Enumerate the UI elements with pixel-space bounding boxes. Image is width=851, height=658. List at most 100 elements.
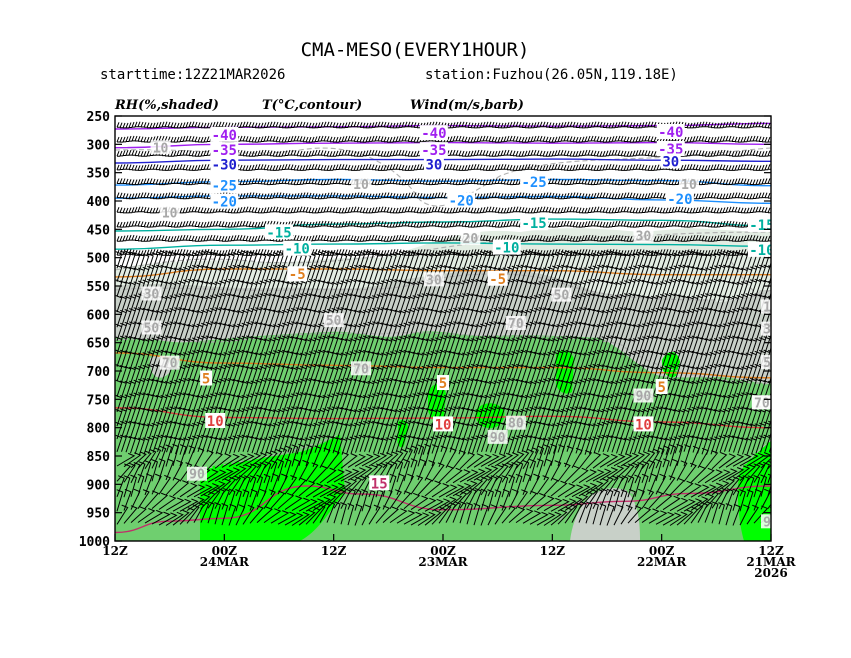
temp-label-bg-16 bbox=[747, 216, 771, 232]
temp-label-10: -25 bbox=[521, 175, 546, 191]
wind-barbs bbox=[115, 121, 771, 526]
x-tick-label-0-0: 12Z bbox=[102, 544, 128, 558]
rh-label-15: 70 bbox=[162, 357, 178, 372]
rh-label-bg-6 bbox=[460, 230, 481, 245]
rh-label-bg-13 bbox=[551, 287, 572, 302]
wind-barb-row-945 bbox=[116, 488, 771, 512]
temp-label-20: -5 bbox=[289, 267, 306, 283]
rh-label-11: 50 bbox=[144, 322, 160, 337]
y-tick-label-800: 800 bbox=[87, 422, 111, 437]
rh-label-bg-12 bbox=[323, 313, 344, 328]
temp-label-bg-13 bbox=[665, 190, 694, 206]
rh-label-17: 70 bbox=[508, 317, 524, 332]
temp-label-bg-4 bbox=[419, 142, 448, 158]
temp-label-8: 30 bbox=[662, 154, 679, 170]
temp-label-23: 5 bbox=[439, 376, 447, 392]
field-label-temperature: T(°C,contour) bbox=[262, 98, 362, 113]
temp-label-bg-14 bbox=[265, 224, 293, 240]
x-tick-label-1-1: 24MAR bbox=[200, 555, 250, 569]
rh-label-13: 50 bbox=[554, 289, 570, 304]
temp-contour--10-6 bbox=[115, 242, 771, 250]
temp-label-bg-18 bbox=[492, 239, 521, 255]
temperature-labels: -40 -40 -40-35 -35 -35-30 30 30-25 -25-20 -20 -20… bbox=[200, 124, 774, 492]
y-tick-label-1000: 1000 bbox=[79, 535, 110, 550]
chart-subtitle-left: starttime:12Z21MAR2026 bbox=[100, 67, 285, 83]
wind-barb-row-545 bbox=[115, 264, 771, 285]
y-tick-label-650: 650 bbox=[87, 337, 111, 352]
wind-barb-row-920 bbox=[116, 473, 771, 498]
temp-label-bg-8 bbox=[660, 153, 681, 169]
rh-label-bg-15 bbox=[159, 355, 180, 370]
temp-label-bg-15 bbox=[520, 215, 549, 231]
temp-label-bg-0 bbox=[210, 126, 239, 142]
y-tick-label-950: 950 bbox=[87, 507, 111, 522]
y-tick-label-700: 700 bbox=[87, 365, 111, 380]
temp-label-bg-19 bbox=[747, 241, 771, 257]
wind-barb-row-745 bbox=[115, 377, 771, 399]
rh-label-19: 80 bbox=[508, 417, 524, 432]
temp-label-bg-11 bbox=[210, 193, 239, 209]
temp-label-27: 10 bbox=[635, 417, 652, 433]
temp-label-3: -35 bbox=[212, 143, 237, 159]
wind-barb-row-870 bbox=[116, 443, 771, 470]
rh-label-7: 30 bbox=[636, 230, 652, 245]
temp-label-bg-24 bbox=[655, 379, 668, 394]
rh-label-23: 90 bbox=[763, 515, 779, 530]
rh-label-0: 10 bbox=[153, 141, 169, 156]
x-tick-label-4-0: 12Z bbox=[540, 544, 566, 558]
rh-label-bg-21 bbox=[187, 466, 207, 481]
temp-label-1: -40 bbox=[421, 126, 446, 142]
temp-label-24: 5 bbox=[657, 380, 665, 396]
wind-barb-row-845 bbox=[115, 434, 771, 455]
x-tick-label-3-1: 23MAR bbox=[418, 555, 468, 569]
x-tick-label-2-0: 12Z bbox=[321, 544, 347, 558]
rh-label-bg-14 bbox=[761, 355, 771, 370]
rh-label-bg-7 bbox=[633, 228, 654, 243]
wind-barb-row-320 bbox=[116, 149, 771, 157]
wind-barb-row-820 bbox=[115, 420, 771, 441]
rh-label-10: 30 bbox=[763, 323, 779, 338]
temp-label-bg-26 bbox=[433, 416, 453, 432]
temp-label-16: -15 bbox=[749, 218, 774, 234]
plot-area: 10 10 10 10 10 10 20 30 30 30 30 50 50 50 50 70 70 70 70 80… bbox=[115, 116, 779, 541]
y-tick-label-300: 300 bbox=[87, 138, 111, 153]
y-tick-label-900: 900 bbox=[87, 478, 111, 493]
rh-label-20: 90 bbox=[490, 431, 506, 446]
rh-label-bg-17 bbox=[505, 315, 526, 330]
rh-label-9: 30 bbox=[426, 273, 442, 288]
y-tick-label-250: 250 bbox=[87, 110, 111, 125]
rh-label-6: 20 bbox=[463, 232, 479, 247]
temp-label-11: -20 bbox=[212, 195, 237, 211]
temp-label-2: -40 bbox=[658, 125, 683, 141]
x-tick-label-5-1: 22MAR bbox=[637, 555, 687, 569]
wind-barb-row-620 bbox=[115, 307, 771, 328]
wind-barb-row-295 bbox=[116, 135, 771, 143]
rh-label-bg-3 bbox=[159, 205, 180, 220]
field-label-wind: Wind(m/s,barb) bbox=[410, 98, 524, 113]
wind-barb-row-395 bbox=[116, 192, 771, 200]
rh-label-18: 70 bbox=[754, 396, 770, 411]
rh-region-gt90-c bbox=[556, 350, 574, 394]
rh-label-1: 10 bbox=[353, 178, 369, 193]
temp-label-bg-17 bbox=[283, 240, 312, 256]
temp-label-13: -20 bbox=[667, 192, 692, 208]
rh-label-bg-4 bbox=[761, 299, 771, 314]
rh-label-bg-16 bbox=[351, 361, 371, 376]
temp-label-bg-6 bbox=[210, 156, 239, 172]
temp-label-bg-28 bbox=[369, 475, 390, 491]
temp-label-bg-2 bbox=[656, 124, 685, 139]
rh-label-bg-10 bbox=[761, 321, 771, 336]
temp-label-21: -5 bbox=[489, 272, 506, 288]
temp-label-bg-20 bbox=[287, 266, 308, 282]
wind-barb-row-795 bbox=[115, 406, 771, 427]
wind-barb-row-520 bbox=[115, 250, 771, 271]
wind-barb-row-770 bbox=[115, 392, 771, 413]
temp-label-26: 10 bbox=[435, 417, 452, 433]
y-tick-label-450: 450 bbox=[87, 223, 111, 238]
temp-label-9: -25 bbox=[212, 178, 237, 194]
wind-barb-row-720 bbox=[115, 363, 771, 384]
temp-label-18: -10 bbox=[494, 241, 519, 257]
x-tick-label-5-0: 00Z bbox=[649, 544, 675, 558]
temp-label-bg-1 bbox=[419, 125, 448, 141]
temp-label-bg-21 bbox=[487, 270, 508, 286]
